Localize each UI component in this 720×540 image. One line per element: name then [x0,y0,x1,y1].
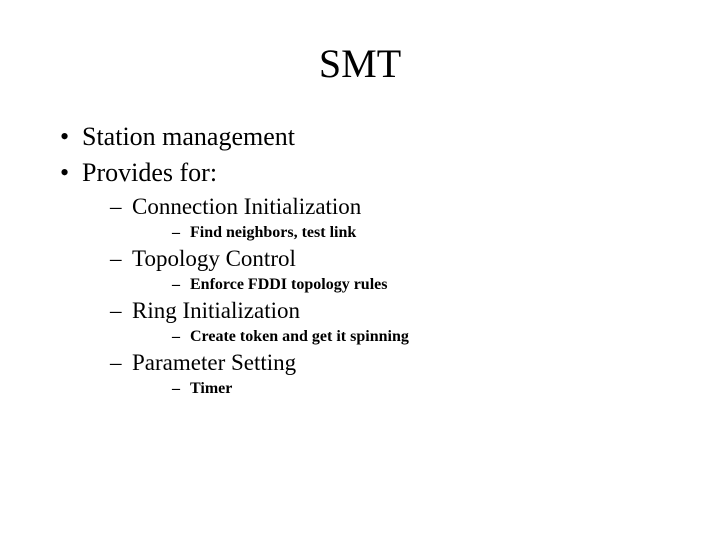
slide-title: SMT [50,40,670,87]
bullet-l2-text: Topology Control [132,246,296,272]
bullet-l1-text: Station management [82,122,295,152]
bullet-dot-icon: • [60,122,82,152]
bullet-l3-text: Enforce FDDI topology rules [190,276,387,294]
dash-icon: – [172,276,190,294]
bullet-l1-text: Provides for: [82,158,217,188]
dash-icon: – [172,380,190,398]
dash-icon: – [172,224,190,242]
bullet-l3-text: Find neighbors, test link [190,224,356,242]
bullet-l2-text: Connection Initialization [132,194,361,220]
bullet-l3-text: Timer [190,380,232,398]
bullet-l3: – Create token and get it spinning [172,328,670,346]
bullet-l3: – Find neighbors, test link [172,224,670,242]
dash-icon: – [110,246,132,272]
bullet-l1: • Provides for: [60,158,670,188]
bullet-l2: – Topology Control [110,246,670,272]
dash-icon: – [110,350,132,376]
bullet-l2: – Parameter Setting [110,350,670,376]
bullet-l2: – Connection Initialization [110,194,670,220]
dash-icon: – [110,194,132,220]
dash-icon: – [110,298,132,324]
dash-icon: – [172,328,190,346]
bullet-l2-text: Parameter Setting [132,350,296,376]
bullet-l3-text: Create token and get it spinning [190,328,409,346]
bullet-l3: – Timer [172,380,670,398]
bullet-l3: – Enforce FDDI topology rules [172,276,670,294]
bullet-l2: – Ring Initialization [110,298,670,324]
bullet-l2-text: Ring Initialization [132,298,300,324]
bullet-dot-icon: • [60,158,82,188]
bullet-l1: • Station management [60,122,670,152]
